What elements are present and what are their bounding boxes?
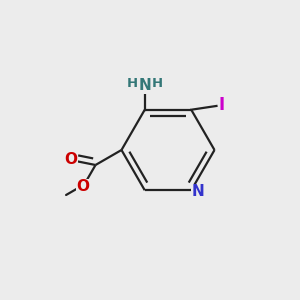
Text: N: N: [138, 78, 151, 93]
Text: N: N: [191, 184, 204, 199]
Text: O: O: [64, 152, 78, 167]
Text: I: I: [219, 96, 225, 114]
Text: H: H: [127, 77, 138, 90]
Text: O: O: [76, 179, 89, 194]
Text: H: H: [152, 77, 163, 90]
